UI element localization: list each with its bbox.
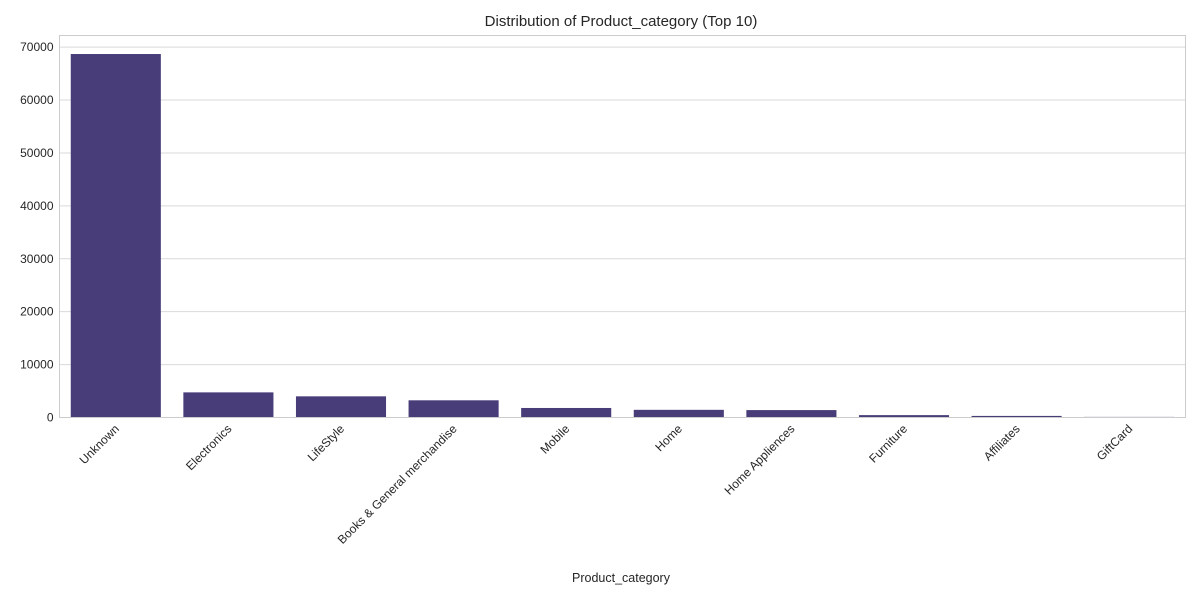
y-tick-label: 0 — [47, 411, 54, 425]
y-tick-label: 10000 — [20, 358, 54, 372]
bar — [408, 400, 499, 418]
bar — [746, 410, 837, 418]
y-tick-label: 70000 — [20, 40, 54, 54]
x-tick-label: Electronics — [183, 422, 234, 473]
bar — [858, 415, 950, 418]
bar — [183, 392, 274, 418]
bar — [295, 396, 387, 418]
bar — [633, 409, 724, 418]
x-tick-label: LifeStyle — [305, 421, 348, 464]
chart-title: Distribution of Product_category (Top 10… — [485, 13, 758, 30]
y-tick-label: 30000 — [20, 252, 54, 266]
x-tick-label: Unknown — [77, 422, 122, 467]
x-tick-label: Books & General merchandise — [335, 421, 460, 546]
x-tick-label: Furniture — [866, 422, 910, 466]
y-tick-label: 20000 — [20, 305, 54, 319]
x-tick-label: Mobile — [537, 421, 572, 456]
x-tick-label: Affiliates — [981, 422, 1023, 464]
x-axis-label: Product_category — [572, 571, 671, 585]
bar — [971, 415, 1062, 418]
bar — [70, 54, 161, 418]
x-tick-label: Home Appliences — [722, 422, 798, 498]
plot-frame — [59, 35, 1186, 418]
y-tick-label: 60000 — [20, 93, 54, 107]
y-axis-ticks: 0 10000 20000 30000 40000 50000 60000 70000 — [20, 40, 54, 424]
y-tick-label: 50000 — [20, 146, 54, 160]
x-tick-label: Home — [652, 421, 685, 454]
grid-lines — [59, 46, 1186, 366]
bar — [521, 407, 612, 418]
x-tick-label: GiftCard — [1094, 422, 1135, 463]
bars — [70, 54, 1175, 418]
y-tick-label: 40000 — [20, 199, 54, 213]
